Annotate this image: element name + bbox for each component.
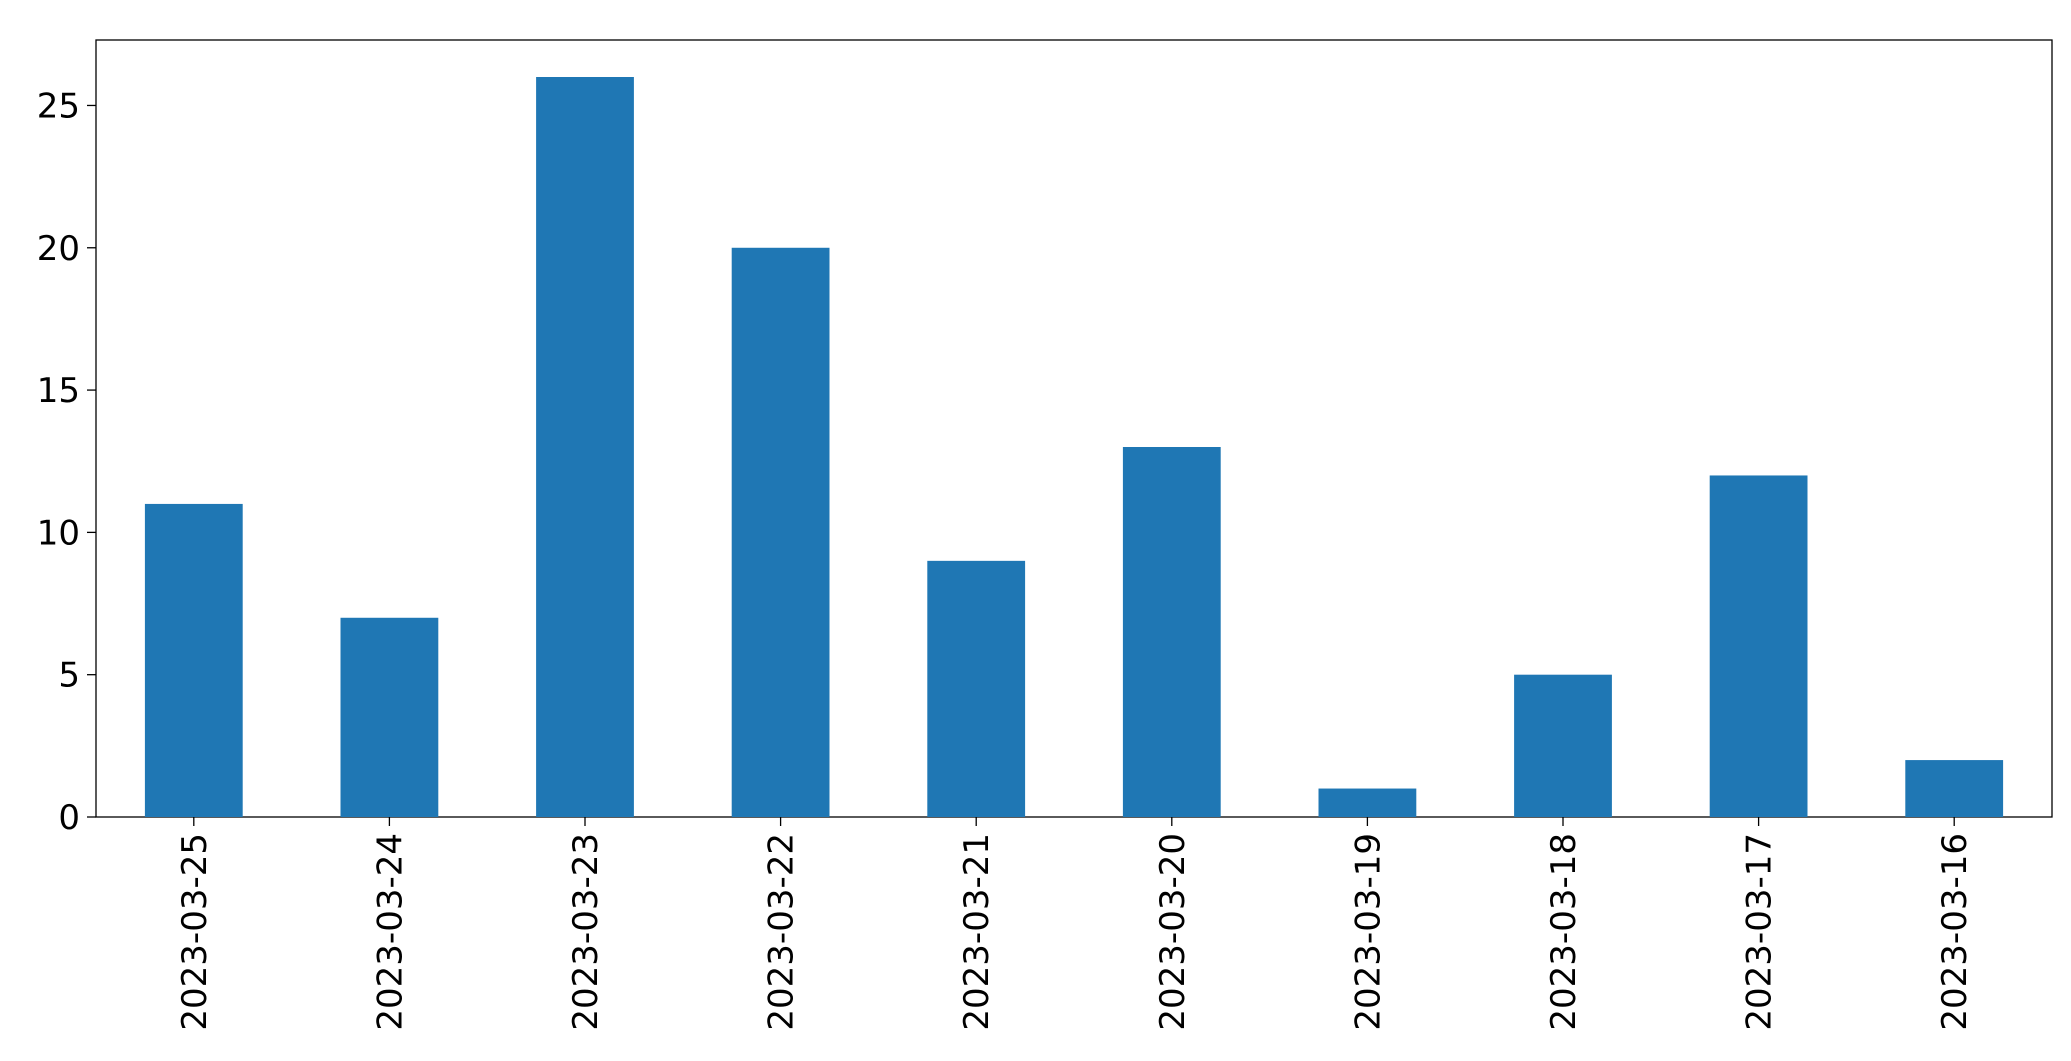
y-tick-label: 5 (58, 656, 80, 696)
bar (340, 617, 439, 817)
bar (1122, 447, 1221, 817)
bar (927, 560, 1026, 817)
x-tick-label: 2023-03-18 (1544, 833, 1584, 1031)
x-tick-label: 2023-03-19 (1348, 833, 1388, 1031)
y-tick-label: 0 (58, 798, 80, 838)
x-tick-label: 2023-03-24 (370, 833, 410, 1031)
bar (1709, 475, 1808, 817)
x-tick-label: 2023-03-20 (1153, 833, 1193, 1031)
y-tick-label: 25 (37, 86, 80, 126)
bar (144, 503, 243, 817)
x-tick-label: 2023-03-17 (1740, 833, 1780, 1031)
bar (1905, 760, 2004, 817)
plot-frame (95, 39, 2053, 818)
x-tick-label: 2023-03-21 (957, 833, 997, 1031)
bar (1514, 674, 1612, 817)
x-tick-label: 2023-03-22 (762, 833, 802, 1031)
bar (1318, 788, 1417, 817)
x-tick-label: 2023-03-25 (175, 833, 215, 1031)
bar (731, 247, 830, 817)
y-tick-label: 10 (37, 513, 80, 553)
y-tick-label: 20 (37, 229, 80, 269)
y-tick-label: 15 (37, 371, 80, 411)
bar (536, 77, 634, 817)
x-tick-label: 2023-03-23 (566, 833, 606, 1031)
x-tick-label: 2023-03-16 (1935, 833, 1975, 1031)
